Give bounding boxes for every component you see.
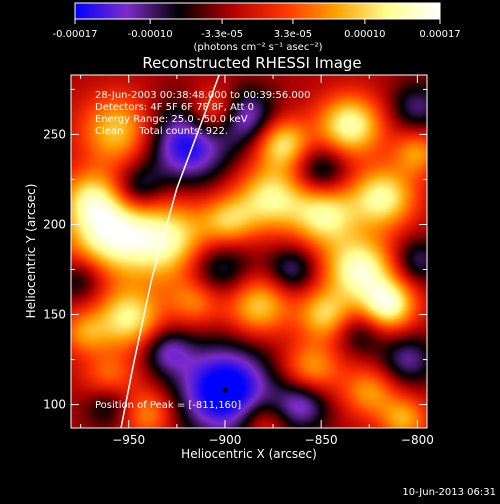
x-tick-label: −850: [305, 433, 338, 447]
y-tick-label: 250: [43, 127, 66, 141]
colorbar-tick-label: 0.00010: [344, 29, 385, 40]
peak-position-label: Position of Peak = [-811,160]: [95, 400, 241, 411]
x-axis-label: Heliocentric X (arcsec): [181, 447, 317, 461]
y-axis-label: Heliocentric Y (arcsec): [24, 184, 38, 319]
footer-timestamp: 10-Jun-2013 06:31: [402, 487, 496, 498]
x-axis: −950 −900 −850 −800: [80, 75, 434, 447]
info-line-energy: Energy Range: 25.0 - 50.0 keV: [95, 114, 248, 125]
peak-marker: [222, 387, 228, 393]
info-line-time: 28-Jun-2003 00:38:48.000 to 00:39:56.000: [95, 90, 311, 101]
info-block: 28-Jun-2003 00:38:48.000 to 00:39:56.000…: [95, 90, 311, 137]
x-tick-label: −800: [401, 433, 434, 447]
x-tick-label: −950: [112, 433, 145, 447]
heatmap-image: [71, 75, 427, 428]
info-line-detectors: Detectors: 4F 5F 6F 7F 8F, Att 0: [95, 102, 254, 113]
colorbar-unit-label: (photons cm⁻² s⁻¹ asec⁻²): [193, 42, 322, 53]
info-line-counts: Clean Total counts: 922.: [95, 126, 228, 137]
y-axis: 100 150 200 250: [43, 88, 427, 412]
plot-frame: [70, 74, 428, 429]
colorbar-tick-label: -3.3e-05: [201, 29, 243, 40]
y-tick-label: 150: [43, 308, 66, 322]
y-tick-label: 100: [43, 398, 66, 412]
colorbar-ticks: -0.00017 -0.00010 -3.3e-05 3.3e-05 0.00010 0.…: [53, 19, 461, 40]
chart-title: Reconstructed RHESSI Image: [142, 54, 361, 72]
colorbar-tick-label: 0.00017: [419, 29, 460, 40]
colorbar: [74, 2, 441, 20]
x-tick-label: −900: [208, 433, 241, 447]
colorbar-tick-label: -0.00010: [128, 29, 173, 40]
y-tick-label: 200: [43, 217, 66, 231]
solar-limb-curve: [120, 75, 220, 428]
colorbar-tick-label: 3.3e-05: [274, 29, 312, 40]
colorbar-tick-label: -0.00017: [53, 29, 98, 40]
